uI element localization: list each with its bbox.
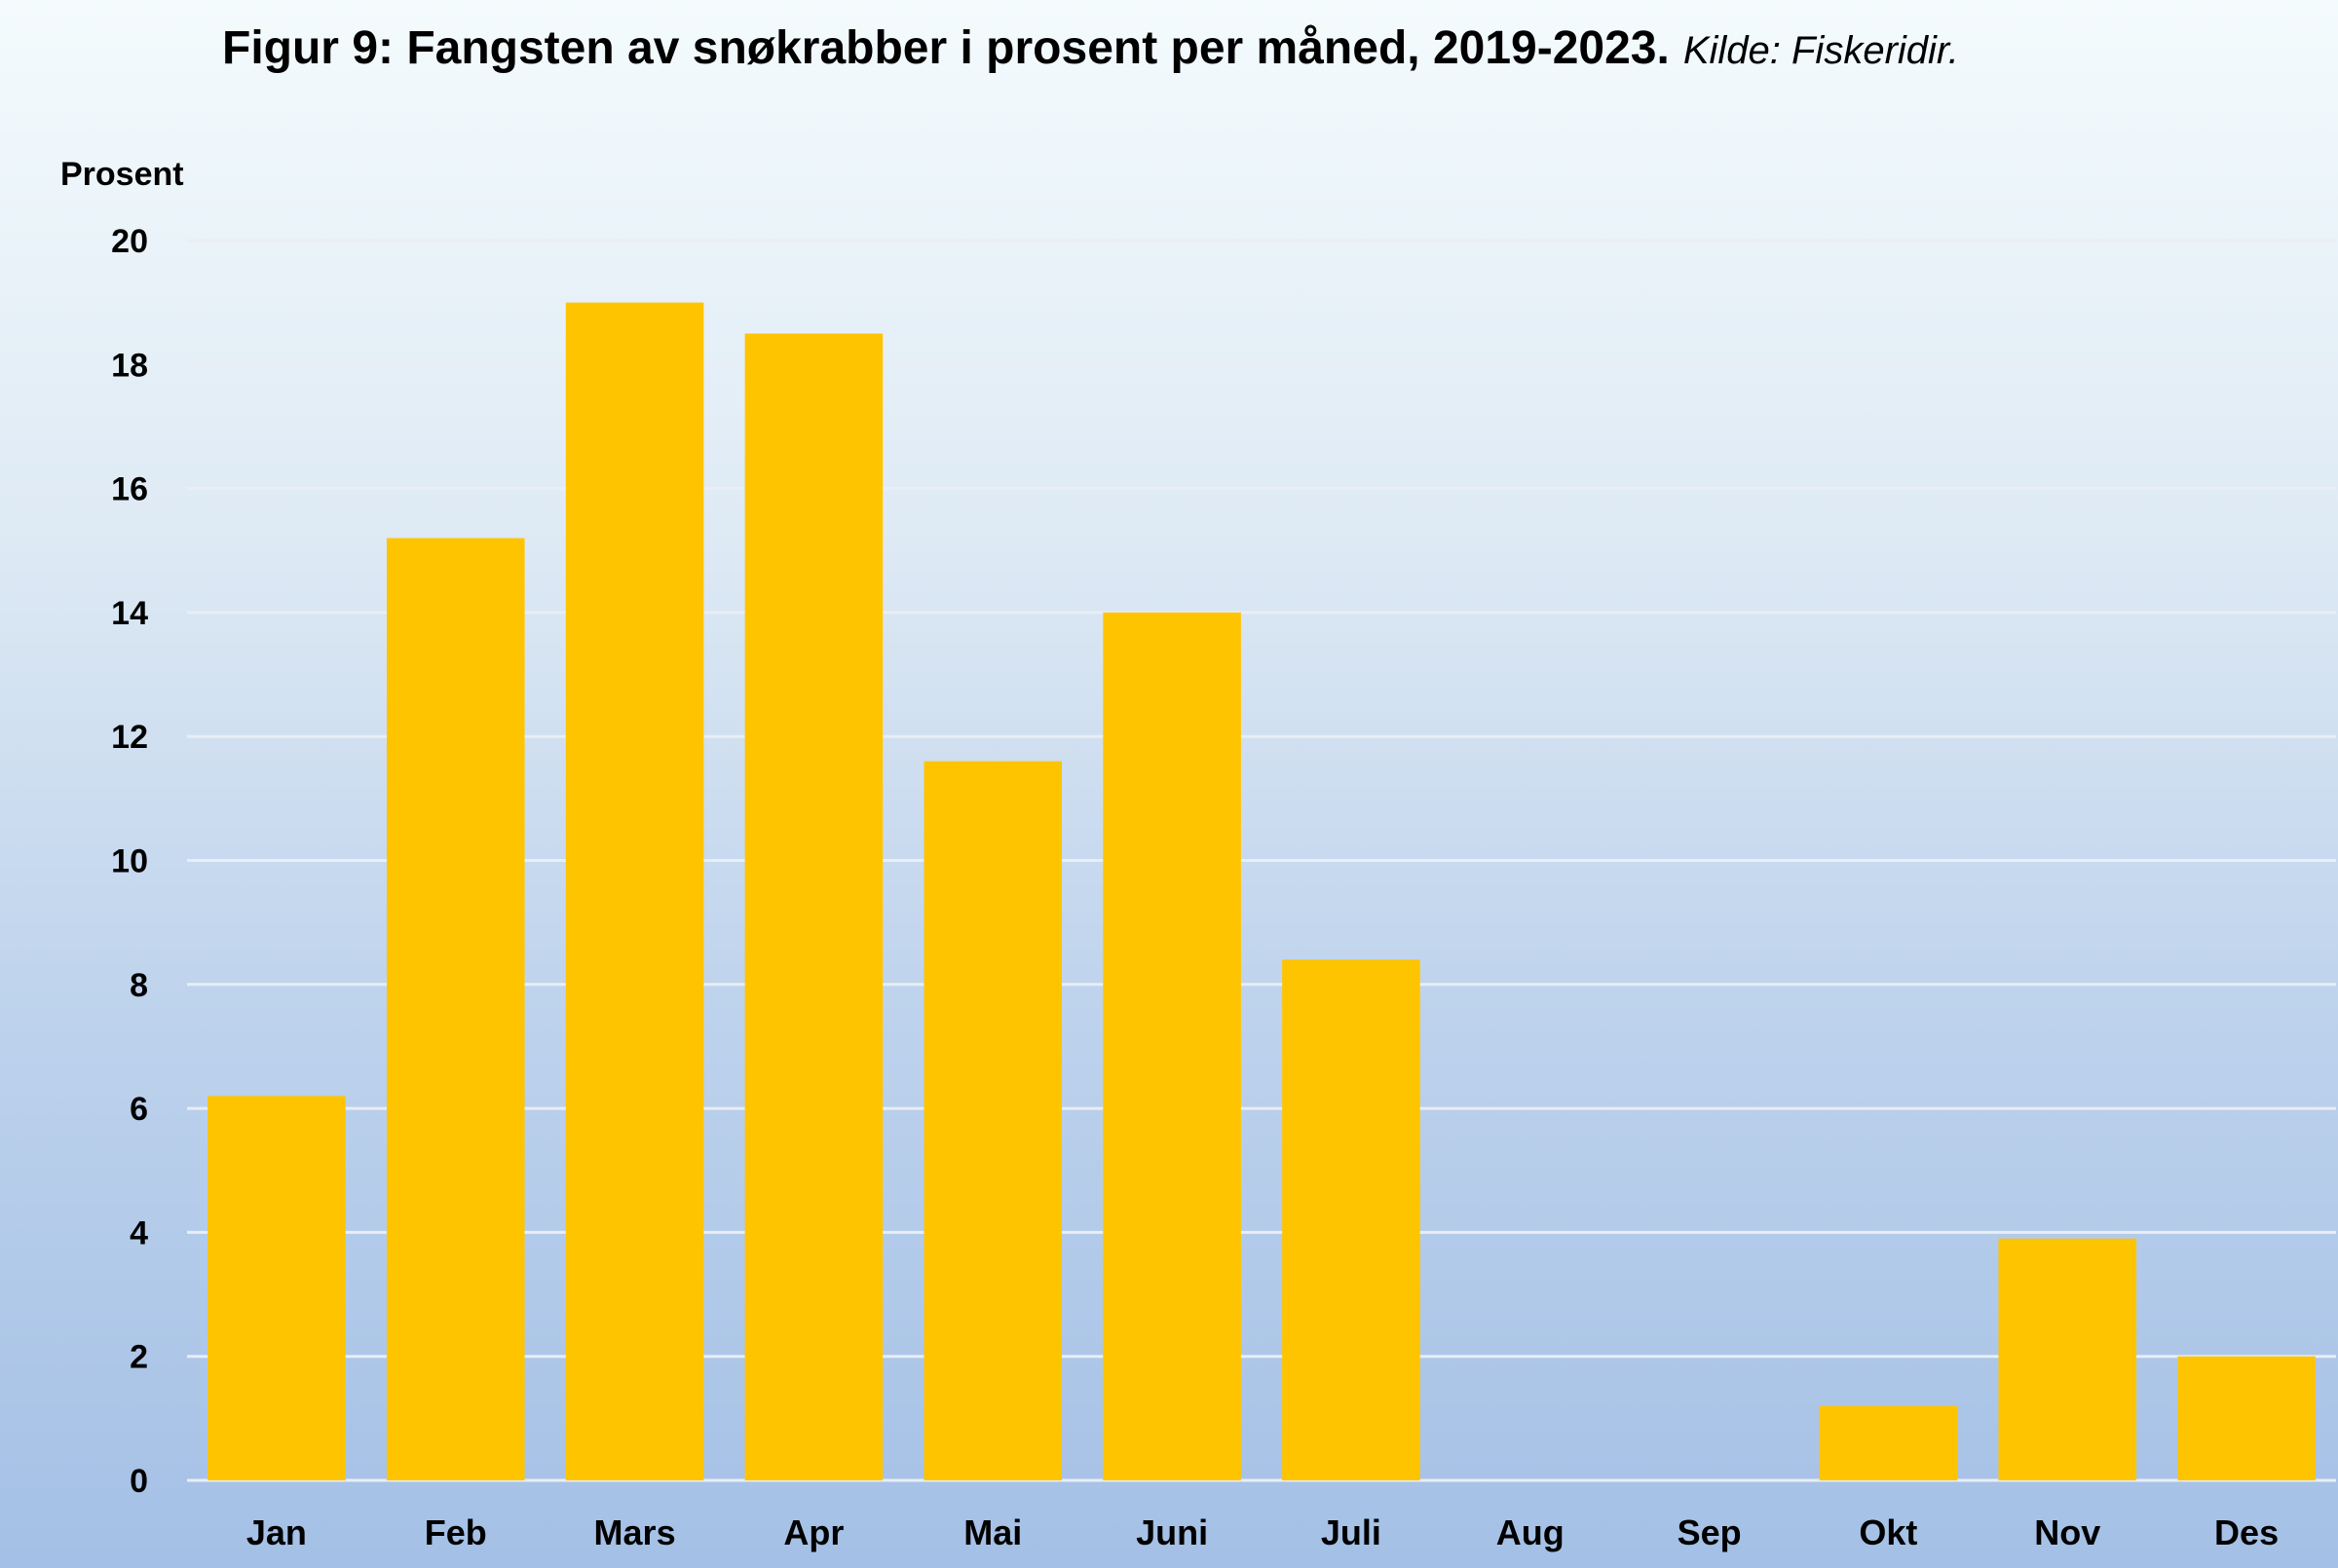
y-tick-label: 12 <box>111 719 148 756</box>
gridlines <box>187 239 2336 1482</box>
y-tick-label: 2 <box>130 1339 148 1376</box>
y-tick-label: 6 <box>130 1091 148 1128</box>
y-tick-label: 10 <box>111 843 148 880</box>
bars <box>207 302 2316 1481</box>
y-tick-label: 8 <box>130 967 148 1004</box>
x-tick-label-des: Des <box>2214 1512 2279 1552</box>
bar-feb <box>386 538 525 1480</box>
y-tick-label: 16 <box>111 471 148 508</box>
bar-mai <box>924 761 1063 1480</box>
bar-juni <box>1103 612 1241 1480</box>
x-tick-label-sep: Sep <box>1678 1512 1742 1552</box>
bar-nov <box>1998 1238 2137 1480</box>
x-tick-label-feb: Feb <box>425 1512 487 1552</box>
x-tick-label-aug: Aug <box>1496 1512 1565 1552</box>
y-tick-label: 4 <box>130 1214 148 1251</box>
x-tick-label-nov: Nov <box>2034 1512 2100 1552</box>
x-tick-label-juli: Juli <box>1321 1512 1381 1552</box>
chart-title: Figur 9: Fangsten av snøkrabber i prosen… <box>222 21 1959 75</box>
x-tick-label-okt: Okt <box>1859 1512 1917 1552</box>
x-tick-label-juni: Juni <box>1136 1512 1208 1552</box>
y-tick-label: 14 <box>111 595 148 632</box>
chart-source: Kilde: Fiskeridir. <box>1682 29 1959 72</box>
bar-okt <box>1819 1405 1958 1480</box>
x-tick-label-apr: Apr <box>783 1512 844 1552</box>
chart-title-main: Figur 9: Fangsten av snøkrabber i prosen… <box>222 22 1670 74</box>
x-tick-label-jan: Jan <box>246 1512 307 1552</box>
x-tick-label-mai: Mai <box>963 1512 1022 1552</box>
bar-jan <box>207 1096 346 1480</box>
bar-apr <box>744 333 884 1481</box>
bar-juli <box>1282 959 1420 1480</box>
x-tick-label-mars: Mars <box>594 1512 676 1552</box>
y-tick-label: 20 <box>111 223 148 260</box>
y-tick-label: 0 <box>130 1463 148 1500</box>
y-axis-ticks: 0 2 4 6 8 10 12 14 16 18 20 <box>111 223 148 1500</box>
bar-des <box>2177 1356 2316 1480</box>
y-axis-label: Prosent <box>60 156 184 193</box>
y-tick-label: 18 <box>111 347 148 384</box>
bar-mars <box>565 302 704 1480</box>
x-axis-labels: Jan Feb Mars Apr Mai Juni Juli Aug Sep Okt Nov Des <box>246 1512 2279 1552</box>
